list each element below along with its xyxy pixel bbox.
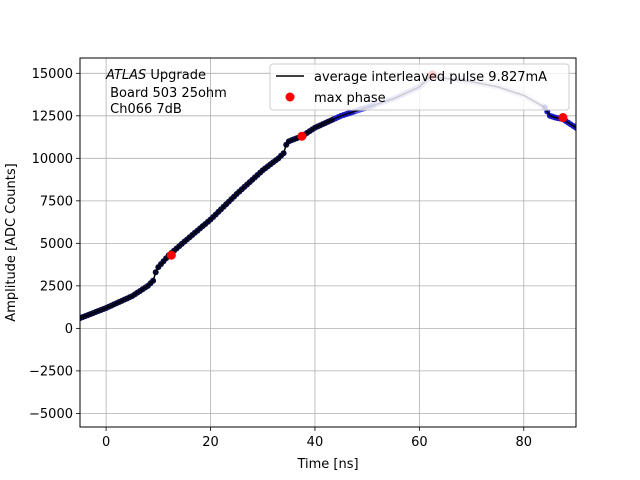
ticks: 0 20 40 60 80 −5000 −2500 0 2500 5000 7500 10000 125… [29,67,532,450]
annotation-upgrade: Upgrade [146,68,206,83]
y-tick-label: 5000 [40,237,73,252]
y-axis-title: Amplitude [ADC Counts] [4,163,19,321]
legend-entry-average-pulse: average interleaved pulse 9.827mA [314,70,547,85]
y-tick-label: 2500 [40,279,73,294]
annotation-line1: ATLAS Upgrade [105,68,206,83]
annotation-atlas: ATLAS [105,68,146,83]
y-tick-label: −2500 [29,364,73,379]
legend-entry-max-phase: max phase [314,91,386,106]
x-tick-label: 80 [516,435,533,450]
x-tick-label: 40 [307,435,324,450]
max-phase-point [166,250,176,260]
y-tick-label: 10000 [32,152,73,167]
legend-box [269,63,570,111]
annotation-board: Board 503 25ohm [106,86,227,101]
x-tick-label: 0 [102,435,110,450]
y-tick-label: −5000 [29,407,73,422]
legend: average interleaved pulse 9.827mA max ph… [269,63,570,111]
plot-frame [79,57,577,428]
x-axis-title: Time [ns] [296,457,358,472]
legend-marker-swatch [285,92,295,102]
max-phase-point [297,131,307,141]
x-tick-label: 60 [411,435,428,450]
annotation-channel: Ch066 7dB [106,102,182,117]
x-tick-label: 20 [202,435,219,450]
y-tick-label: 12500 [32,109,73,124]
y-tick-label: 15000 [32,67,73,82]
annotation: ATLAS Upgrade Board 503 25ohm Ch066 7dB [105,68,227,117]
max-phase-point [558,113,568,123]
y-tick-label: 0 [65,322,73,337]
y-tick-label: 7500 [40,194,73,209]
